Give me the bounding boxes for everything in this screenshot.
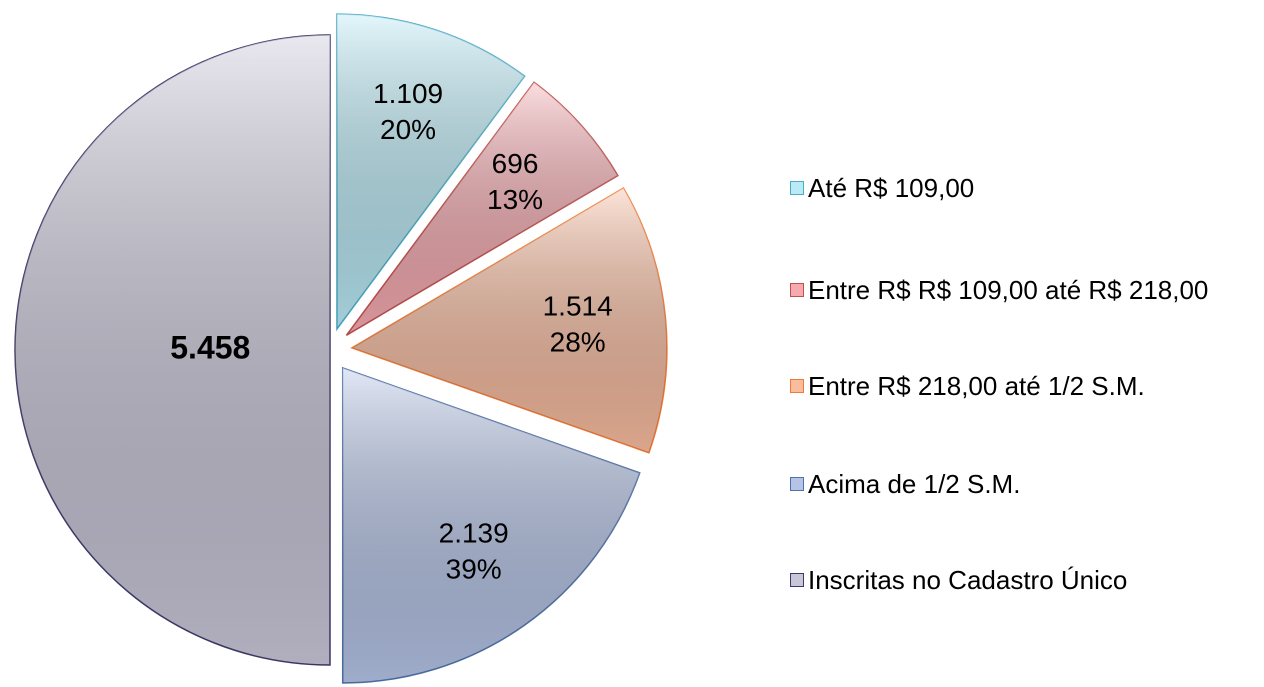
data-label: 1.109 [373,78,443,109]
legend-swatch [790,379,804,393]
legend-label: Acima de 1/2 S.M. [808,469,1021,499]
slice-shade [351,188,667,453]
legend-swatch [790,573,804,587]
legend-swatch [790,283,804,297]
legend-label: Entre R$ R$ 109,00 até R$ 218,00 [808,275,1209,305]
data-label: 696 [492,148,539,179]
slice-shade [342,367,640,683]
percent-label: 13% [487,184,543,215]
slice-shade [15,35,330,665]
slice-shade [346,82,618,336]
legend-swatch [790,477,804,491]
legend-item: Inscritas no Cadastro Único [790,562,1260,598]
legend-item: Até R$ 109,00 [790,170,1260,206]
legend-label: Inscritas no Cadastro Único [808,565,1128,595]
legend-swatch [790,181,804,195]
legend-item: Entre R$ 218,00 até 1/2 S.M. [790,368,1260,404]
percent-label: 28% [550,327,606,358]
data-label: 1.514 [543,291,613,322]
legend-label: Até R$ 109,00 [808,173,975,203]
percent-label: 39% [446,554,502,585]
chart: 1.109 20% 696 13% 1.514 28% 2.139 39% 5.458 [14,13,668,684]
data-label: 5.458 [170,329,250,365]
percent-label: 20% [380,114,436,145]
legend-item: Acima de 1/2 S.M. [790,466,1260,502]
data-label: 2.139 [439,518,509,549]
legend-item: Entre R$ R$ 109,00 até R$ 218,00 [790,272,1260,308]
legend-label: Entre R$ 218,00 até 1/2 S.M. [808,371,1145,401]
slice-shade [336,14,525,330]
